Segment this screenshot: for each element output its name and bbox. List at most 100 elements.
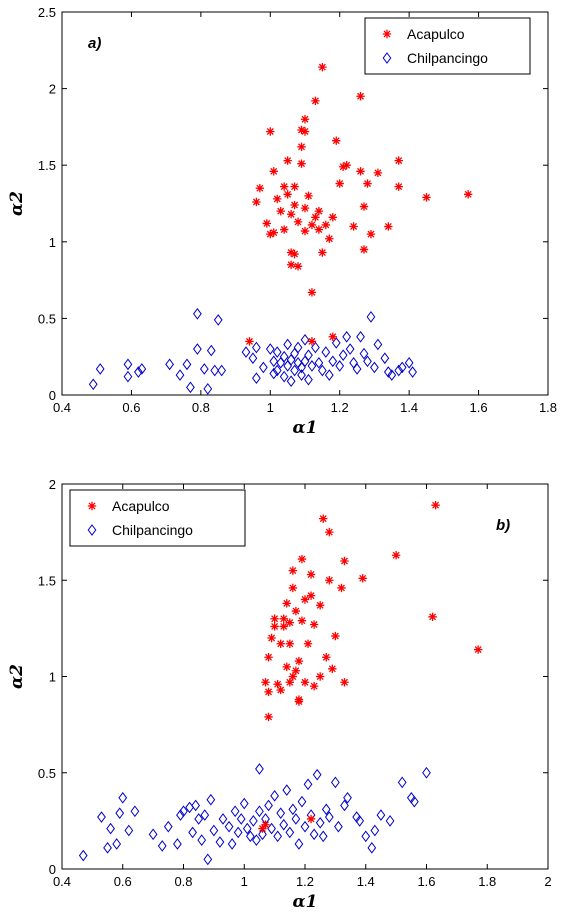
acapulco-point <box>297 142 306 152</box>
acapulco-point <box>391 551 401 560</box>
acapulco-point <box>349 222 358 231</box>
acapulco-point <box>294 656 304 666</box>
acapulco-point <box>269 167 278 176</box>
chilpancingo-point <box>385 815 395 827</box>
acapulco-point <box>337 583 346 593</box>
acapulco-point <box>267 633 276 643</box>
chilpancingo-point <box>288 803 298 816</box>
acapulco-point <box>293 262 303 271</box>
chilpancingo-point <box>213 314 223 326</box>
acapulco-point <box>261 678 270 687</box>
legend-label-acapulco: Acapulco <box>407 26 465 42</box>
chilpancingo-point <box>366 311 376 323</box>
chilpancingo-point <box>193 307 202 320</box>
acapulco-point <box>276 639 285 648</box>
acapulco-point <box>270 622 279 631</box>
chilpancingo-point <box>199 363 209 375</box>
chilpancingo-point <box>97 811 106 823</box>
acapulco-point <box>373 168 383 178</box>
chilpancingo-point <box>210 364 220 377</box>
acapulco-point <box>297 159 306 168</box>
chilpancingo-point <box>224 820 234 833</box>
chilpancingo-point <box>343 791 352 804</box>
legend-label-acapulco: Acapulco <box>112 498 170 514</box>
acapulco-point <box>286 260 296 269</box>
chilpancingo-point <box>197 834 207 846</box>
chilpancingo-point <box>217 364 227 377</box>
legend-box <box>69 489 246 547</box>
acapulco-point <box>245 337 254 346</box>
acapulco-point <box>266 127 275 136</box>
chilpancingo-point <box>328 355 338 368</box>
chilpancingo-point <box>106 822 115 835</box>
acapulco-point <box>331 631 340 641</box>
acapulco-point <box>286 210 296 219</box>
chilpancingo-point <box>206 793 216 806</box>
chilpancingo-point <box>349 356 358 369</box>
chilpancingo-point <box>315 816 325 829</box>
chilpancingo-point <box>179 805 188 818</box>
x-tick-label: 0.4 <box>53 874 71 889</box>
x-tick-label: 1.4 <box>357 874 375 889</box>
acapulco-point <box>288 566 298 575</box>
chilpancingo-point <box>265 343 275 355</box>
acapulco-point <box>315 601 325 610</box>
chilpancingo-point <box>255 805 264 818</box>
acapulco-point <box>358 574 367 583</box>
chilpancingo-point <box>236 813 246 825</box>
x-tick-label: 1.6 <box>470 400 488 415</box>
chilpancingo-point <box>345 343 355 355</box>
chilpancingo-point <box>303 778 313 791</box>
chilpancingo-point <box>258 361 268 374</box>
acapulco-point <box>258 824 267 833</box>
x-tick-label: 0.4 <box>53 400 71 415</box>
chilpancingo-point <box>269 355 279 368</box>
acapulco-point <box>290 182 299 191</box>
chilpancingo-point <box>318 830 328 843</box>
chilpancingo-point <box>300 820 310 833</box>
chilpancingo-point <box>215 836 225 848</box>
acapulco-point <box>384 222 393 231</box>
chilpancingo-point <box>130 805 140 818</box>
chilpancingo-point <box>175 369 185 381</box>
chart-panel-2: 0.4 0.6 0.8 1 1.2 1.4 1.6 1.8 2 0 0.5 1 1.5 2 α1 α2 b) Ac… <box>7 477 552 912</box>
acapulco-point <box>262 219 272 228</box>
y-tick-label: 0 <box>49 388 56 403</box>
y-tick-label: 1.5 <box>38 158 56 173</box>
acapulco-point <box>366 229 376 239</box>
acapulco-point <box>306 814 316 824</box>
acapulco-point <box>288 672 298 681</box>
acapulco-point <box>322 653 331 662</box>
acapulco-point <box>306 570 316 579</box>
chilpancingo-point <box>112 838 122 850</box>
acapulco-point <box>297 125 306 135</box>
acapulco-point <box>264 653 273 662</box>
acapulco-point <box>269 228 278 237</box>
legend: Acapulco Chilpancingo <box>69 489 246 547</box>
x-tick-label: 1.6 <box>417 874 435 889</box>
acapulco-point <box>309 681 319 691</box>
chilpancingo-point <box>200 809 210 821</box>
x-tick-label: 1.2 <box>331 400 349 415</box>
acapulco-point <box>332 136 341 145</box>
y-tick-label: 1 <box>49 235 56 250</box>
chilpancingo-point <box>148 828 158 841</box>
acapulco-point <box>307 220 317 230</box>
acapulco-point <box>356 167 365 176</box>
chilpancingo-point <box>255 763 264 775</box>
y-tick-label: 0 <box>49 862 56 877</box>
acapulco-point <box>282 662 291 672</box>
chilpancingo-point <box>173 838 182 850</box>
acapulco-point <box>325 576 334 585</box>
acapulco-point <box>328 213 337 222</box>
chilpancingo-point <box>383 366 393 378</box>
legend-box <box>364 17 531 75</box>
chilpancingo-point <box>276 807 286 820</box>
x-tick-label: 0.6 <box>122 400 140 415</box>
chilpancingo-point <box>252 372 261 384</box>
y-tick-label: 2.5 <box>38 5 56 20</box>
x-tick-label: 1.8 <box>478 874 496 889</box>
acapulco-point <box>291 666 301 675</box>
chilpancingo-point <box>283 360 293 372</box>
chilpancingo-point <box>233 826 243 839</box>
